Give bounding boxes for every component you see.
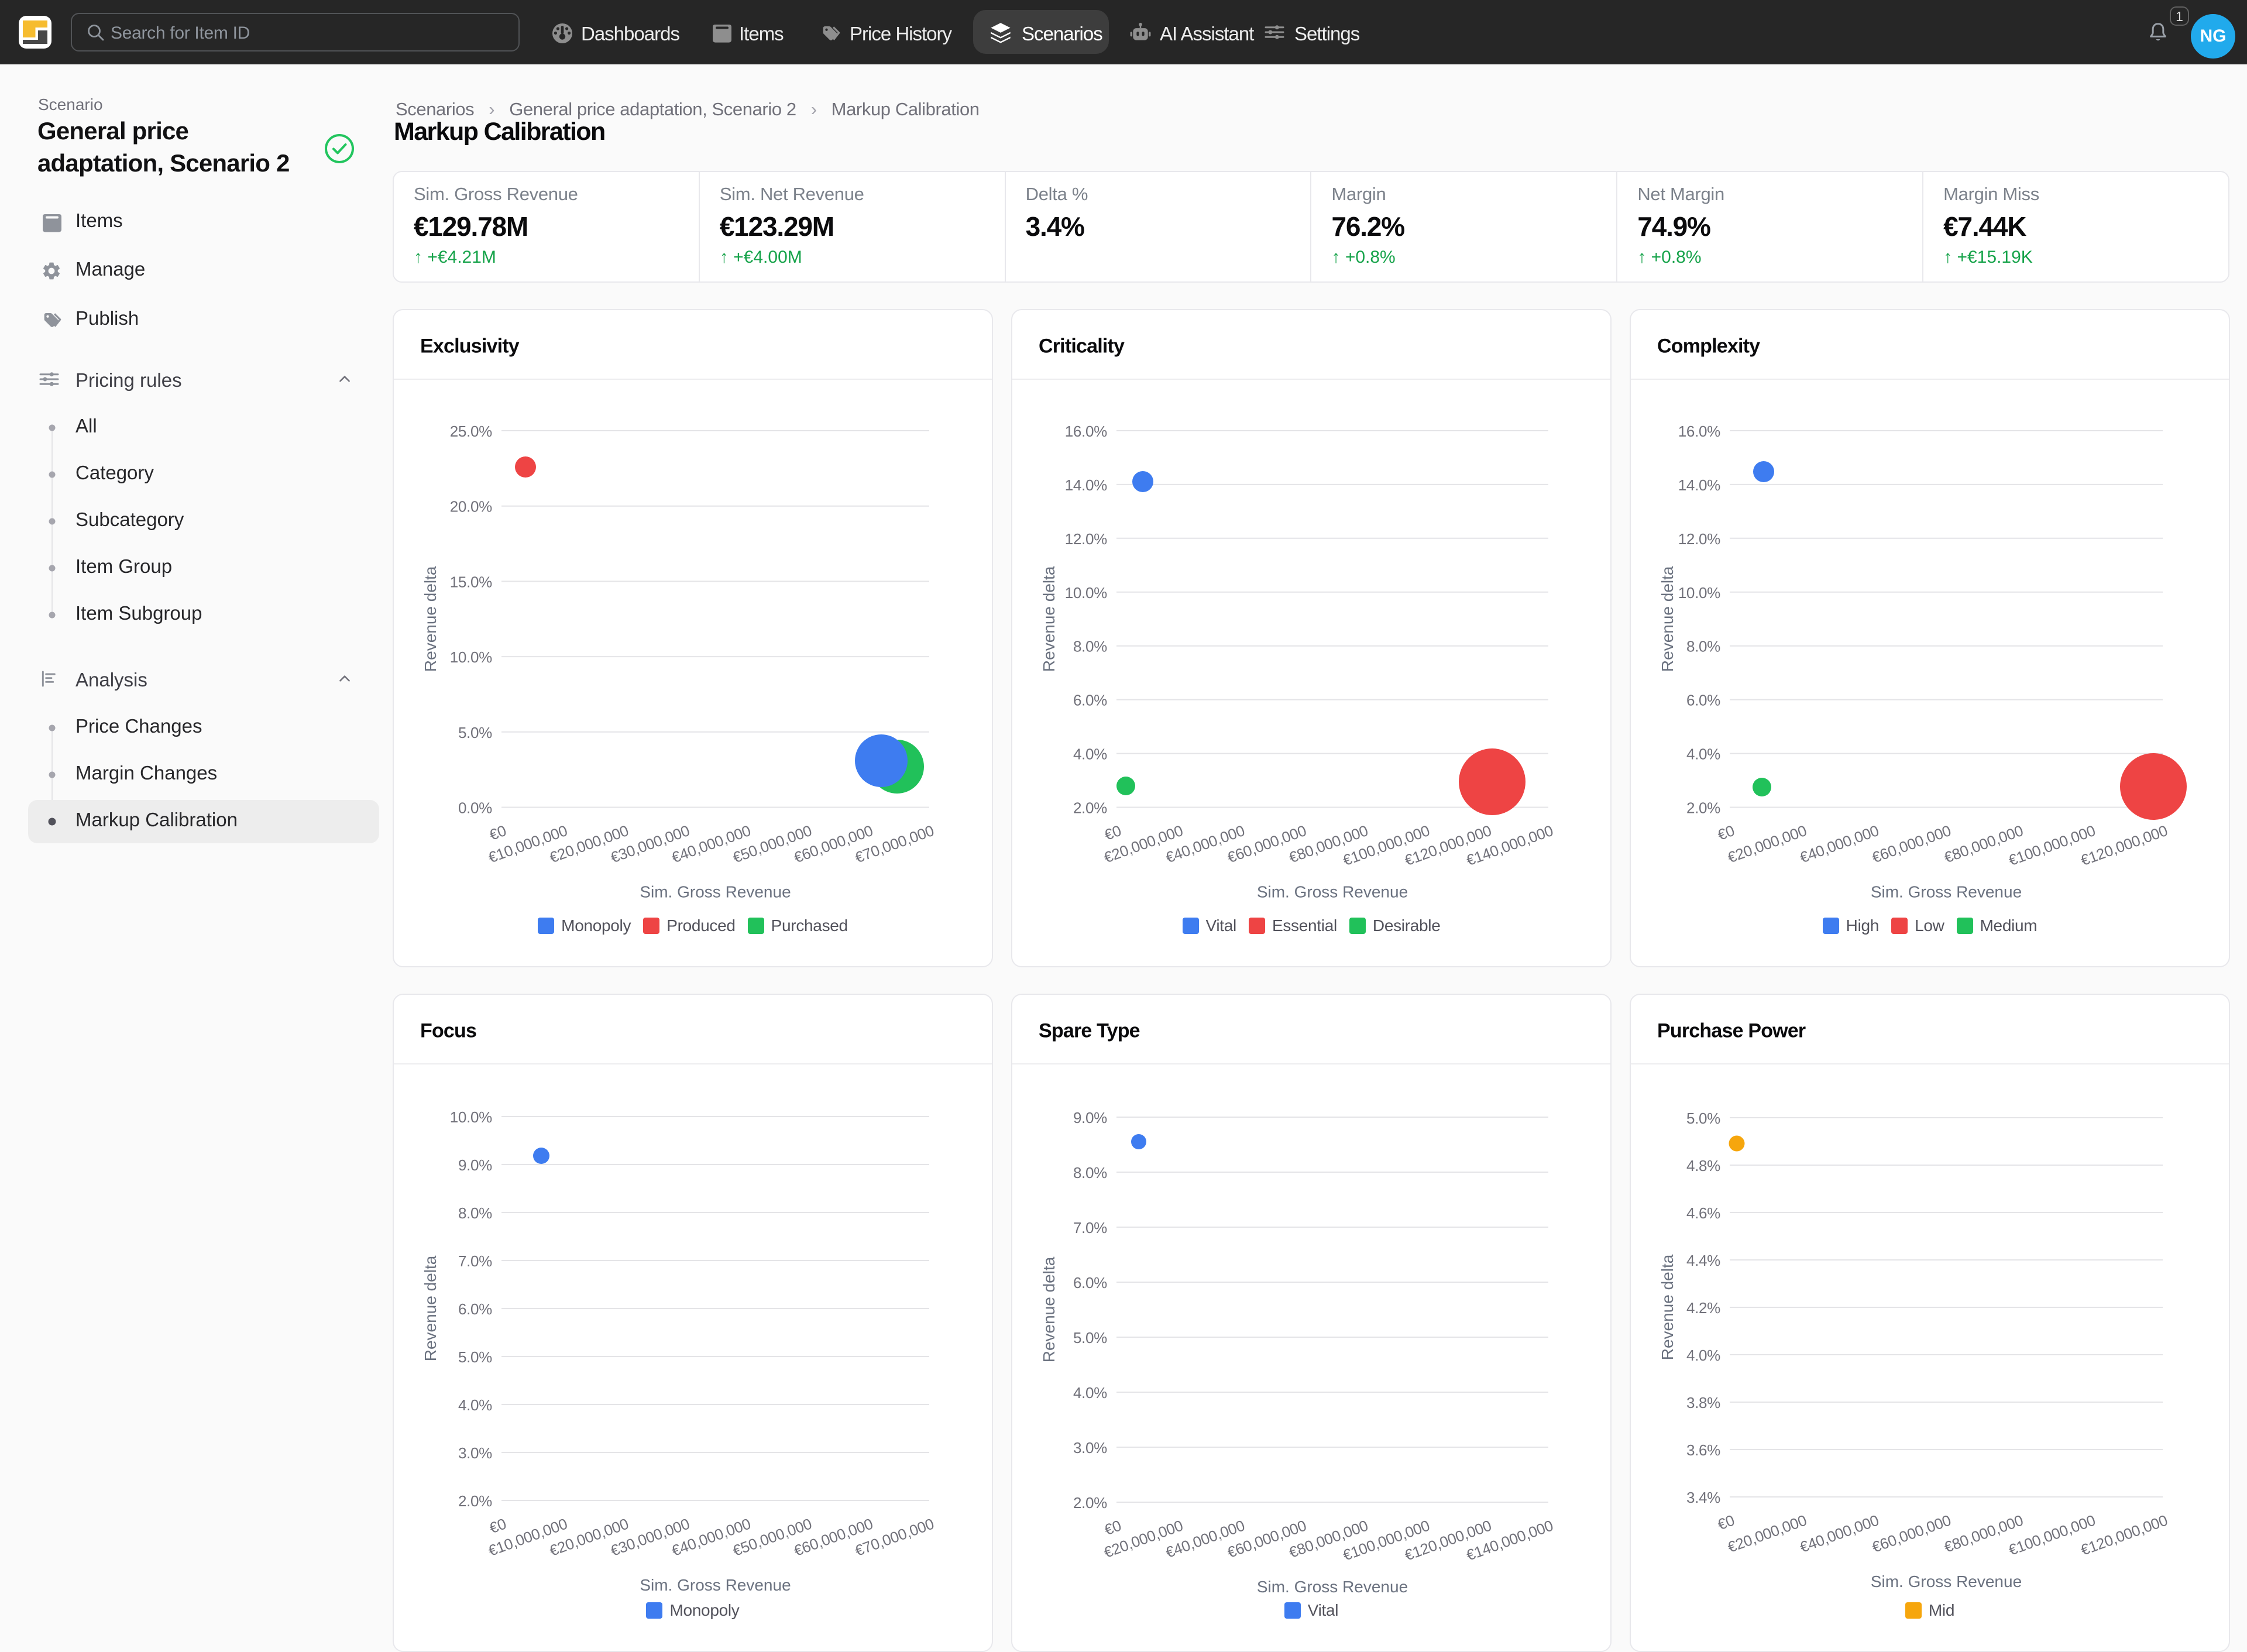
svg-text:6.0%: 6.0% (458, 1300, 492, 1318)
svg-text:3.6%: 3.6% (1686, 1441, 1720, 1459)
svg-text:5.0%: 5.0% (458, 1348, 492, 1366)
svg-text:8.0%: 8.0% (1073, 1164, 1107, 1182)
svg-text:€60,000,000: €60,000,000 (1870, 1511, 1953, 1556)
svg-text:4.0%: 4.0% (1686, 1347, 1720, 1364)
svg-text:7.0%: 7.0% (1073, 1219, 1107, 1237)
svg-text:4.8%: 4.8% (1686, 1157, 1720, 1174)
svg-text:15.0%: 15.0% (450, 573, 492, 590)
svg-text:Revenue delta: Revenue delta (1040, 566, 1058, 672)
svg-text:9.0%: 9.0% (458, 1156, 492, 1174)
svg-text:0.0%: 0.0% (458, 799, 492, 817)
svg-text:8.0%: 8.0% (1686, 638, 1720, 655)
svg-text:Revenue delta: Revenue delta (1658, 566, 1676, 672)
svg-text:10.0%: 10.0% (450, 648, 492, 666)
svg-text:€0: €0 (1102, 822, 1124, 844)
svg-text:€0: €0 (1715, 822, 1737, 844)
svg-text:7.0%: 7.0% (458, 1252, 492, 1270)
svg-text:4.6%: 4.6% (1686, 1204, 1720, 1222)
svg-text:2.0%: 2.0% (458, 1492, 492, 1510)
svg-text:5.0%: 5.0% (1686, 1110, 1720, 1127)
svg-text:16.0%: 16.0% (1678, 423, 1720, 440)
svg-text:12.0%: 12.0% (1678, 530, 1720, 548)
svg-text:Revenue delta: Revenue delta (1040, 1256, 1058, 1362)
svg-text:€20,000,000: €20,000,000 (1725, 1511, 1809, 1556)
svg-text:6.0%: 6.0% (1686, 692, 1720, 709)
svg-text:14.0%: 14.0% (1065, 476, 1107, 494)
svg-text:4.4%: 4.4% (1686, 1252, 1720, 1269)
svg-text:Sim. Gross Revenue: Sim. Gross Revenue (1871, 1572, 2022, 1591)
svg-text:4.0%: 4.0% (458, 1396, 492, 1414)
svg-text:3.0%: 3.0% (458, 1444, 492, 1462)
svg-text:8.0%: 8.0% (458, 1204, 492, 1222)
svg-text:€40,000,000: €40,000,000 (1798, 822, 1881, 867)
svg-text:3.4%: 3.4% (1686, 1489, 1720, 1506)
svg-text:€0: €0 (487, 822, 509, 844)
svg-text:8.0%: 8.0% (1073, 638, 1107, 655)
svg-text:4.0%: 4.0% (1073, 746, 1107, 763)
svg-text:Sim. Gross Revenue: Sim. Gross Revenue (640, 1576, 791, 1594)
svg-text:4.0%: 4.0% (1686, 746, 1720, 763)
svg-text:Sim. Gross Revenue: Sim. Gross Revenue (1257, 1578, 1408, 1596)
svg-text:12.0%: 12.0% (1065, 530, 1107, 548)
svg-text:5.0%: 5.0% (1073, 1329, 1107, 1347)
svg-text:9.0%: 9.0% (1073, 1109, 1107, 1126)
svg-text:6.0%: 6.0% (1073, 692, 1107, 709)
svg-text:6.0%: 6.0% (1073, 1274, 1107, 1292)
svg-text:€0: €0 (1102, 1516, 1124, 1538)
svg-text:Revenue delta: Revenue delta (421, 566, 439, 672)
svg-text:4.2%: 4.2% (1686, 1299, 1720, 1317)
svg-text:Sim. Gross Revenue: Sim. Gross Revenue (1257, 883, 1408, 901)
svg-text:10.0%: 10.0% (1065, 584, 1107, 602)
svg-text:Revenue delta: Revenue delta (421, 1255, 439, 1361)
svg-text:€40,000,000: €40,000,000 (1798, 1511, 1881, 1556)
svg-text:3.0%: 3.0% (1073, 1439, 1107, 1457)
svg-text:5.0%: 5.0% (458, 724, 492, 741)
svg-text:€0: €0 (1715, 1511, 1737, 1533)
svg-text:10.0%: 10.0% (450, 1108, 492, 1126)
svg-text:3.8%: 3.8% (1686, 1394, 1720, 1411)
svg-text:4.0%: 4.0% (1073, 1384, 1107, 1402)
svg-text:16.0%: 16.0% (1065, 423, 1107, 440)
svg-text:25.0%: 25.0% (450, 423, 492, 440)
svg-text:Sim. Gross Revenue: Sim. Gross Revenue (640, 883, 791, 901)
svg-text:€60,000,000: €60,000,000 (1870, 822, 1953, 867)
svg-text:14.0%: 14.0% (1678, 476, 1720, 494)
svg-text:€0: €0 (487, 1514, 509, 1537)
svg-text:10.0%: 10.0% (1678, 584, 1720, 602)
svg-text:Revenue delta: Revenue delta (1658, 1254, 1676, 1360)
svg-text:€20,000,000: €20,000,000 (1725, 822, 1809, 867)
svg-text:2.0%: 2.0% (1073, 1494, 1107, 1512)
svg-text:Sim. Gross Revenue: Sim. Gross Revenue (1871, 883, 2022, 901)
svg-text:20.0%: 20.0% (450, 498, 492, 516)
svg-text:2.0%: 2.0% (1686, 799, 1720, 817)
svg-text:2.0%: 2.0% (1073, 799, 1107, 817)
